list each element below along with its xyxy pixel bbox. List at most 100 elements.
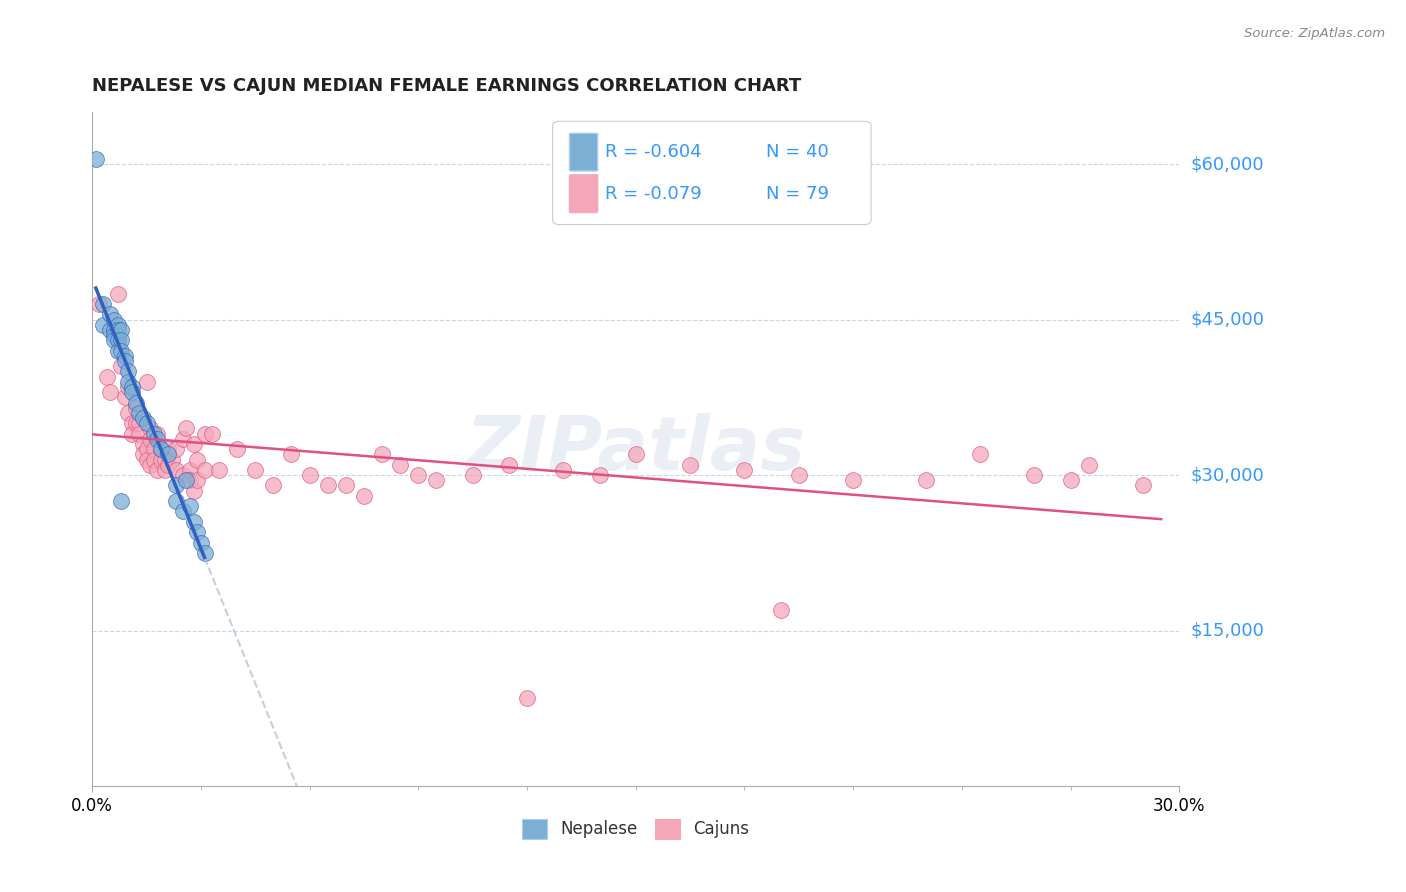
Point	[193, 546, 215, 560]
Point	[172, 504, 194, 518]
Point	[146, 432, 169, 446]
Point	[516, 691, 538, 706]
Point	[1024, 468, 1046, 483]
Point	[226, 442, 249, 457]
Point	[498, 458, 520, 472]
Point	[114, 390, 136, 404]
Point	[914, 473, 936, 487]
Point	[91, 297, 114, 311]
Point	[96, 369, 118, 384]
Point	[408, 468, 430, 483]
Point	[183, 515, 205, 529]
Point	[679, 458, 702, 472]
Point	[176, 473, 198, 487]
Point	[117, 406, 139, 420]
Point	[179, 473, 201, 487]
Point	[371, 447, 394, 461]
Point	[114, 349, 136, 363]
Point	[107, 286, 129, 301]
Point	[135, 375, 157, 389]
Point	[128, 417, 150, 431]
Point	[389, 458, 412, 472]
Point	[734, 463, 756, 477]
Text: ZIPatlas: ZIPatlas	[465, 413, 806, 486]
Point	[969, 447, 991, 461]
Point	[157, 458, 180, 472]
Point	[124, 417, 146, 431]
Point	[153, 452, 176, 467]
Point	[107, 318, 129, 332]
Point	[117, 364, 139, 378]
Point	[172, 432, 194, 446]
Point	[160, 452, 183, 467]
Point	[157, 442, 180, 457]
Point	[624, 447, 647, 461]
Point	[201, 426, 224, 441]
Point	[135, 452, 157, 467]
Point	[139, 432, 162, 446]
Point	[124, 401, 146, 415]
Legend: Nepalese, Cajuns: Nepalese, Cajuns	[516, 813, 755, 846]
Point	[208, 463, 231, 477]
Point	[186, 473, 208, 487]
Text: $15,000: $15,000	[1191, 622, 1264, 640]
Point	[1059, 473, 1081, 487]
Point	[110, 359, 132, 374]
Point	[132, 447, 155, 461]
Text: $60,000: $60,000	[1191, 155, 1264, 173]
Point	[425, 473, 447, 487]
Point	[193, 426, 215, 441]
Point	[186, 452, 208, 467]
Point	[146, 463, 169, 477]
Point	[103, 328, 125, 343]
Point	[153, 463, 176, 477]
Point	[553, 463, 575, 477]
Text: N = 79: N = 79	[766, 185, 830, 202]
Point	[139, 421, 162, 435]
Point	[110, 334, 132, 348]
Point	[1132, 478, 1154, 492]
Text: NEPALESE VS CAJUN MEDIAN FEMALE EARNINGS CORRELATION CHART: NEPALESE VS CAJUN MEDIAN FEMALE EARNINGS…	[93, 78, 801, 95]
Point	[165, 463, 187, 477]
Point	[121, 417, 143, 431]
Point	[142, 426, 165, 441]
Point	[103, 323, 125, 337]
Point	[179, 463, 201, 477]
Point	[132, 437, 155, 451]
Point	[98, 308, 121, 322]
Point	[157, 447, 180, 461]
Point	[165, 442, 187, 457]
Point	[117, 380, 139, 394]
Point	[172, 468, 194, 483]
Text: $45,000: $45,000	[1191, 310, 1264, 328]
Point	[128, 426, 150, 441]
Point	[142, 442, 165, 457]
Point	[128, 406, 150, 420]
Point	[110, 343, 132, 358]
Point	[769, 603, 792, 617]
Point	[150, 442, 173, 457]
Point	[1077, 458, 1099, 472]
Point	[461, 468, 484, 483]
Point	[179, 500, 201, 514]
Point	[89, 297, 111, 311]
Text: R = -0.604: R = -0.604	[605, 144, 702, 161]
Point	[588, 468, 610, 483]
Point	[150, 442, 173, 457]
Point	[121, 426, 143, 441]
Text: N = 40: N = 40	[766, 144, 830, 161]
Point	[103, 312, 125, 326]
Point	[121, 380, 143, 394]
Text: Source: ZipAtlas.com: Source: ZipAtlas.com	[1244, 27, 1385, 40]
Point	[107, 334, 129, 348]
Point	[193, 463, 215, 477]
Point	[107, 343, 129, 358]
Point	[245, 463, 267, 477]
Point	[183, 483, 205, 498]
Point	[842, 473, 865, 487]
Point	[98, 323, 121, 337]
Point	[107, 334, 129, 348]
Point	[316, 478, 339, 492]
Point	[121, 385, 143, 400]
Point	[165, 494, 187, 508]
